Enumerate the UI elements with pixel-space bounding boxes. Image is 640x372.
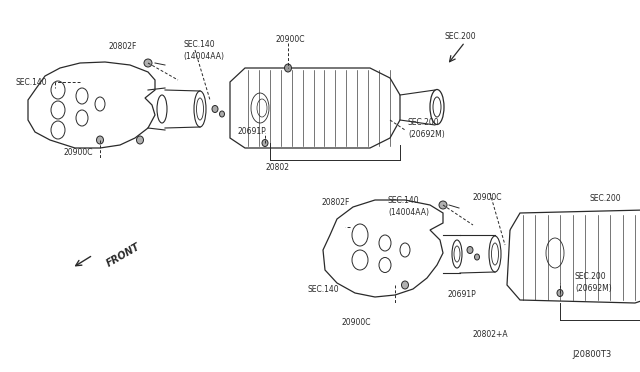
- Ellipse shape: [557, 289, 563, 296]
- Ellipse shape: [136, 136, 143, 144]
- Ellipse shape: [285, 64, 291, 72]
- Ellipse shape: [220, 111, 225, 117]
- Text: 20900C: 20900C: [472, 193, 502, 202]
- Text: 20802F: 20802F: [108, 42, 136, 51]
- Ellipse shape: [467, 247, 473, 253]
- Text: J20800T3: J20800T3: [572, 350, 611, 359]
- Ellipse shape: [262, 140, 268, 147]
- Text: 20900C: 20900C: [341, 318, 371, 327]
- Ellipse shape: [401, 281, 408, 289]
- Text: SEC.140: SEC.140: [388, 196, 420, 205]
- Text: SEC.200: SEC.200: [590, 194, 621, 203]
- Text: (14004AA): (14004AA): [183, 52, 224, 61]
- Text: SEC.140: SEC.140: [307, 285, 339, 294]
- Ellipse shape: [97, 136, 104, 144]
- Text: SEC.200: SEC.200: [575, 272, 607, 281]
- Text: 20691P: 20691P: [238, 127, 267, 136]
- Text: SEC.140: SEC.140: [15, 78, 47, 87]
- Text: 20802+A: 20802+A: [472, 330, 508, 339]
- Text: SEC.140: SEC.140: [183, 40, 214, 49]
- Text: 20802: 20802: [266, 163, 290, 172]
- Text: 20691P: 20691P: [448, 290, 477, 299]
- Text: (20692M): (20692M): [408, 130, 445, 139]
- Ellipse shape: [439, 201, 447, 209]
- Ellipse shape: [144, 59, 152, 67]
- Text: 20900C: 20900C: [63, 148, 93, 157]
- Ellipse shape: [212, 106, 218, 112]
- Text: SEC.200: SEC.200: [408, 118, 440, 127]
- Text: (14004AA): (14004AA): [388, 208, 429, 217]
- Text: SEC.200: SEC.200: [445, 32, 477, 41]
- Text: 20900C: 20900C: [275, 35, 305, 44]
- Text: FRONT: FRONT: [105, 241, 142, 269]
- Ellipse shape: [474, 254, 479, 260]
- Text: (20692M): (20692M): [575, 284, 612, 293]
- Text: 20802F: 20802F: [322, 198, 350, 207]
